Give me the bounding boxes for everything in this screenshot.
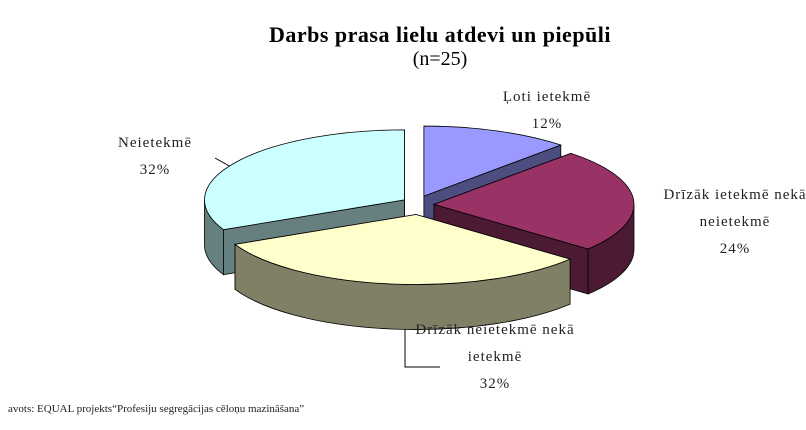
value-label: 24% bbox=[719, 241, 751, 257]
slice-label: Neietekmē 32% bbox=[95, 130, 215, 184]
slice bbox=[423, 125, 563, 197]
category-label: Ļoti ietekmē bbox=[502, 89, 592, 105]
category-label: Drīzāk ietekmē nekā neietekmē bbox=[663, 187, 806, 230]
value-label: 32% bbox=[479, 376, 511, 392]
value-label: 32% bbox=[139, 162, 171, 178]
chart-subtitle: (n=25) bbox=[412, 48, 468, 70]
value-label: 12% bbox=[531, 116, 563, 132]
leader-line bbox=[404, 312, 440, 368]
slice-label: Drīzāk neietekmē nekā ietekmē 32% bbox=[410, 317, 580, 398]
slice bbox=[204, 129, 405, 231]
slice-label: Drīzāk ietekmē nekā neietekmē 24% bbox=[663, 182, 806, 263]
slice bbox=[234, 214, 572, 285]
slice bbox=[432, 152, 635, 250]
category-label: Drīzāk neietekmē nekā ietekmē bbox=[415, 322, 575, 365]
source-note: avots: EQUAL projekts“Profesiju segregāc… bbox=[8, 403, 305, 415]
category-label: Neietekmē bbox=[118, 135, 192, 151]
slice-label: Ļoti ietekmē 12% bbox=[477, 84, 617, 138]
chart-title: Darbs prasa lielu atdevi un piepūli bbox=[268, 22, 612, 47]
